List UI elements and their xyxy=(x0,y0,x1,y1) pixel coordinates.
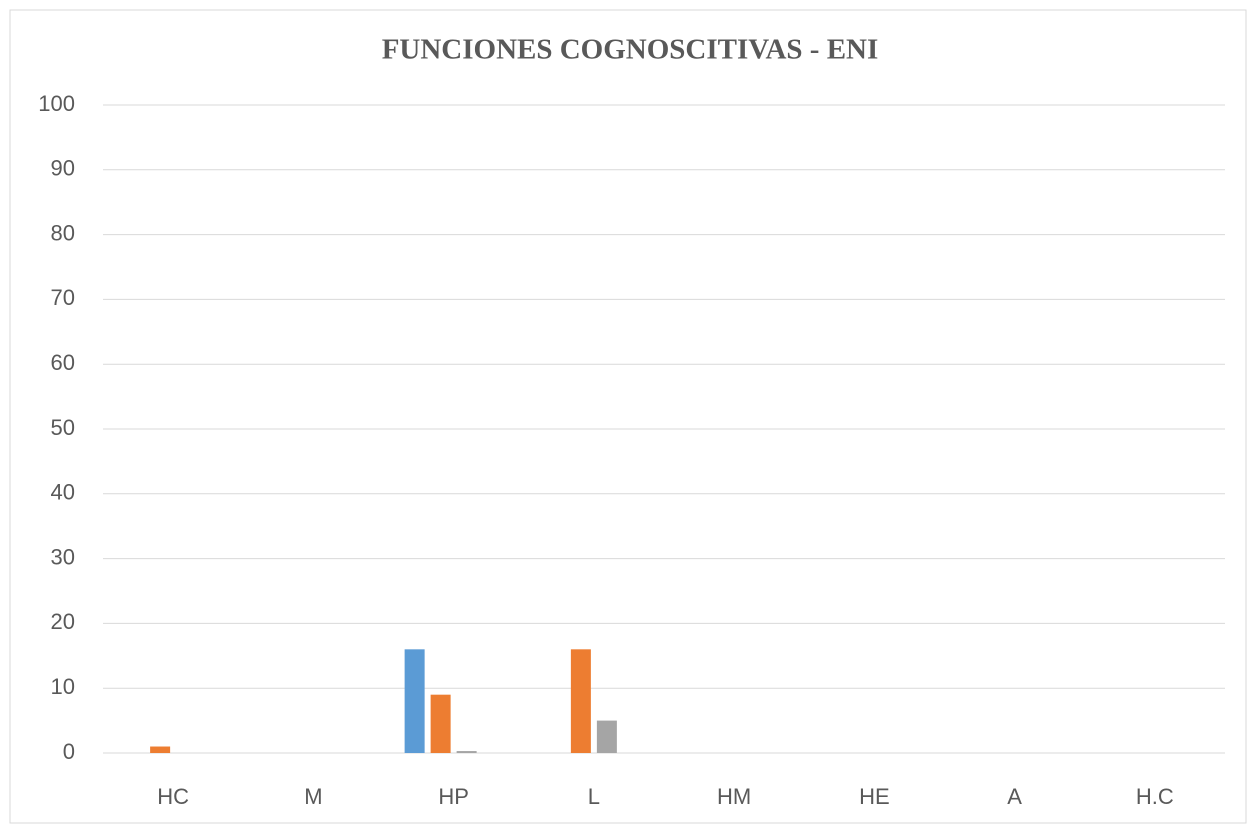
x-tick-label: HP xyxy=(438,784,469,809)
y-tick-label: 30 xyxy=(51,544,75,569)
bar xyxy=(430,694,451,753)
y-tick-label: 10 xyxy=(51,674,75,699)
y-tick-label: 0 xyxy=(63,739,75,764)
x-tick-label: HE xyxy=(859,784,890,809)
chart-title: FUNCIONES COGNOSCITIVAS - ENI xyxy=(382,34,879,66)
bar xyxy=(404,649,425,753)
x-tick-label: A xyxy=(1007,784,1022,809)
x-tick-label: HM xyxy=(717,784,751,809)
y-tick-label: 80 xyxy=(51,220,75,245)
bar xyxy=(150,746,171,753)
y-tick-label: 90 xyxy=(51,156,75,181)
x-tick-label: L xyxy=(588,784,600,809)
y-tick-label: 50 xyxy=(51,415,75,440)
y-tick-label: 70 xyxy=(51,285,75,310)
x-tick-label: H.C xyxy=(1136,784,1174,809)
x-tick-label: HC xyxy=(157,784,189,809)
bar xyxy=(570,649,591,753)
bar xyxy=(456,751,477,753)
y-tick-label: 60 xyxy=(51,350,75,375)
chart-frame xyxy=(9,9,1247,824)
y-tick-label: 40 xyxy=(51,480,75,505)
x-tick-label: M xyxy=(304,784,322,809)
y-tick-label: 20 xyxy=(51,609,75,634)
y-tick-label: 100 xyxy=(38,91,75,116)
bar xyxy=(596,720,617,753)
